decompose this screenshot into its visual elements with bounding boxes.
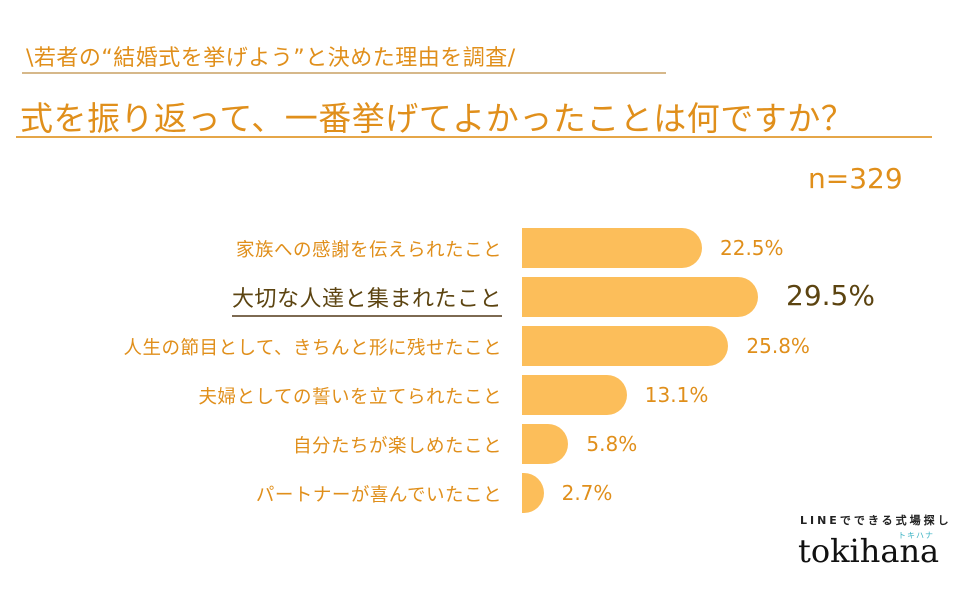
logo-wordmark: tokihana [798, 532, 940, 570]
bar-value: 22.5% [720, 236, 784, 260]
bar-label: 自分たちが楽しめたこと [292, 436, 502, 457]
bar-value: 5.8% [586, 432, 638, 456]
bar-value: 13.1% [644, 383, 709, 407]
bar [522, 424, 569, 464]
bar-row: 人生の節目として、きちんと形に残せたこと 25.8% [0, 326, 960, 366]
bar [522, 375, 627, 415]
bar-value: 2.7% [561, 481, 613, 505]
bar-value: 29.5% [786, 279, 875, 312]
bar [522, 326, 729, 366]
bar-value: 25.8% [746, 334, 810, 358]
bar-row: 大切な人達と集まれたこと 29.5% [0, 277, 960, 317]
bar-label: 人生の節目として、きちんと形に残せたこと [123, 338, 502, 359]
bar-label: パートナーが喜んでいたこと [255, 485, 502, 506]
subtitle-underline [22, 72, 666, 74]
bar-row: 夫婦としての誓いを立てられたこと 13.1% [0, 375, 960, 415]
bar [522, 228, 702, 268]
bar-label: 家族への感謝を伝えられたこと [235, 240, 502, 261]
chart-title: 式を振り返って、一番挙げてよかったことは何ですか？ [20, 99, 855, 138]
bar [522, 473, 544, 513]
logo-tagline: LINEでできる式場探し [800, 514, 952, 527]
tokihana-logo: LINEでできる式場探し トキハナ tokihana [770, 512, 950, 582]
sample-size-label: n=329 [808, 162, 903, 195]
logo-kana: トキハナ [898, 531, 934, 540]
bar-row: 自分たちが楽しめたこと 5.8% [0, 424, 960, 464]
bar-label: 大切な人達と集まれたこと [231, 281, 502, 317]
bar-row: パートナーが喜んでいたこと 2.7% [0, 473, 960, 513]
bar-label: 夫婦としての誓いを立てられたこと [198, 387, 502, 408]
bar [522, 277, 758, 317]
title-underline [16, 136, 932, 138]
chart-subtitle: \若者の“結婚式を挙げよう”と決めた理由を調査/ [26, 46, 516, 71]
bar-row: 家族への感謝を伝えられたこと 22.5% [0, 228, 960, 268]
